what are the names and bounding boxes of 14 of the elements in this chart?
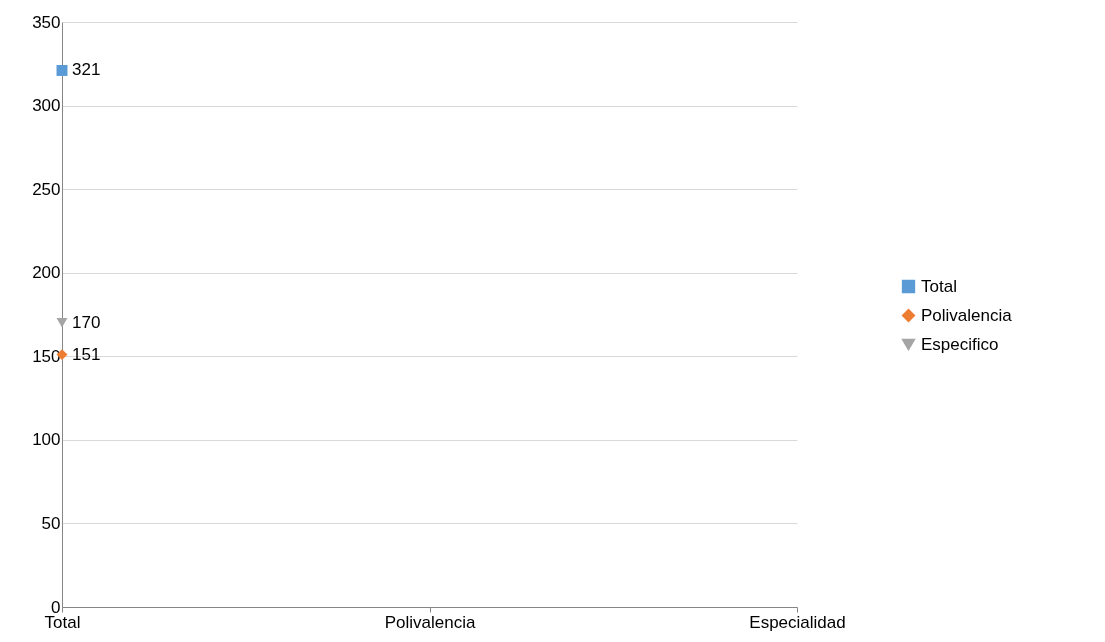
- legend-label: Especifico: [921, 334, 999, 354]
- data-label: 151: [72, 344, 101, 364]
- x-tick-label: Especialidad: [749, 612, 846, 632]
- y-tick-label: 200: [32, 263, 61, 283]
- legend-label: Polivalencia: [921, 305, 1013, 325]
- x-tick-label: Polivalencia: [384, 612, 476, 632]
- data-label: 170: [72, 312, 101, 332]
- y-tick-label: 50: [41, 513, 61, 533]
- legend-label: Total: [921, 276, 957, 296]
- y-tick-label: 300: [32, 96, 61, 116]
- y-tick-label: 100: [32, 430, 61, 450]
- data-label: 321: [72, 60, 101, 80]
- y-tick-label: 250: [32, 179, 61, 199]
- y-tick-label: 350: [32, 12, 61, 32]
